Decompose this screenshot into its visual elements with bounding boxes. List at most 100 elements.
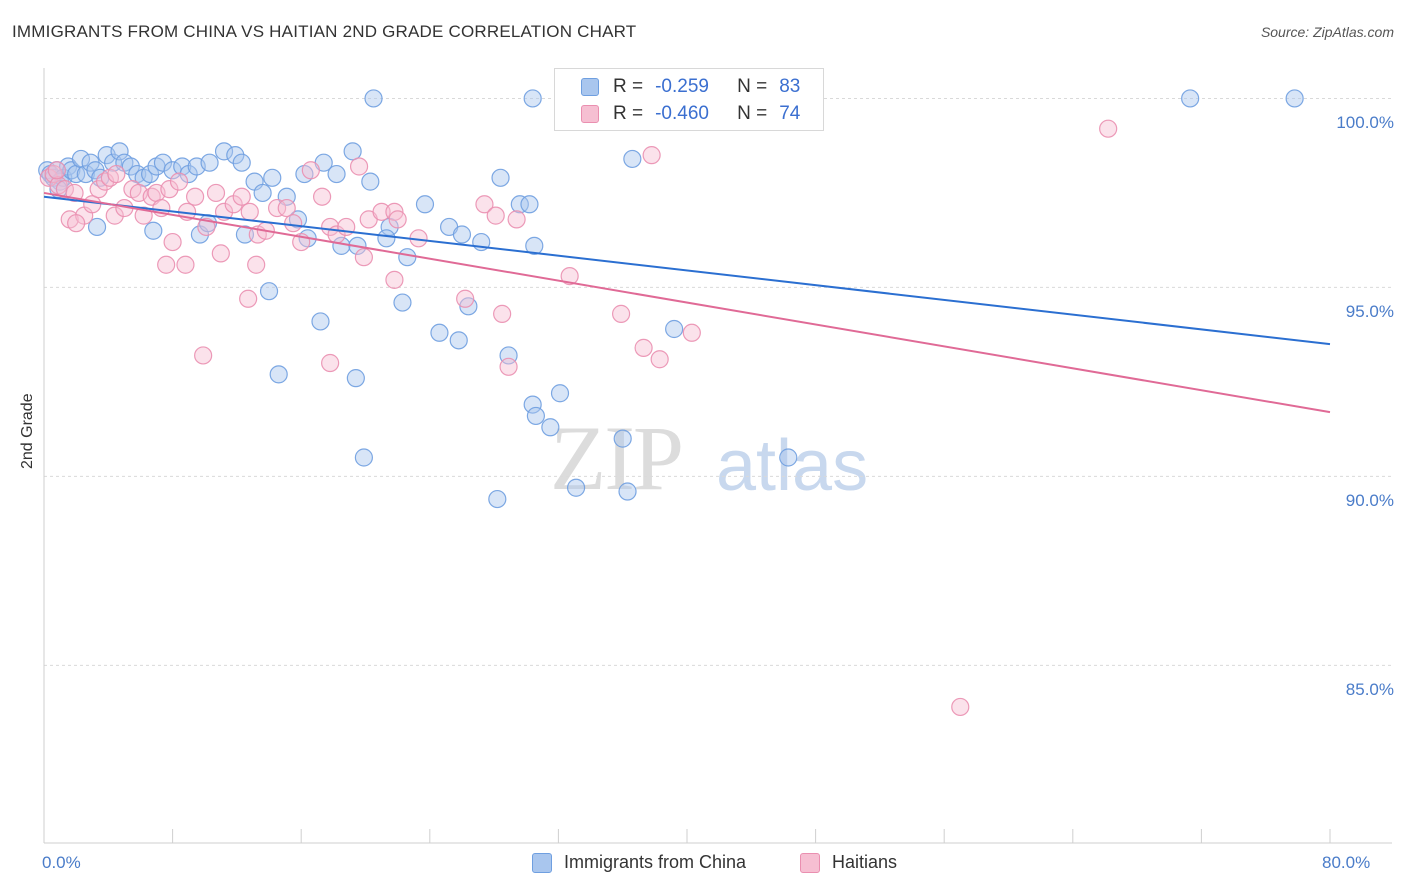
haiti-point [197, 217, 216, 237]
legend-item-haiti[interactable]: Haitians [800, 852, 897, 873]
haiti-point [105, 206, 124, 225]
china-point [449, 331, 468, 350]
china-point [259, 282, 279, 301]
china-point [253, 183, 272, 203]
china-point [235, 225, 255, 244]
china-point [452, 225, 472, 244]
haiti-point [354, 248, 373, 267]
haiti-point [507, 210, 526, 229]
haiti-point [160, 180, 179, 199]
haiti-point [321, 217, 340, 237]
haiti-point [206, 183, 226, 203]
haiti-point [163, 232, 182, 252]
haiti-point [240, 202, 259, 221]
china-point [393, 293, 412, 312]
china-point [398, 248, 417, 267]
china-point [618, 482, 637, 501]
china-point [144, 221, 163, 240]
haiti-trend-line [43, 191, 1331, 414]
china-point [665, 319, 684, 339]
china-point [1181, 89, 1200, 108]
haiti-point [486, 206, 505, 225]
china-point [311, 312, 330, 331]
legend: Immigrants from China Haitians [0, 852, 1406, 876]
haiti-point [372, 202, 391, 221]
china-point [510, 195, 529, 214]
china-point [327, 164, 346, 184]
n-label: N = [737, 103, 768, 124]
r-label: R = [613, 103, 644, 124]
haiti-point [499, 357, 518, 376]
haiti-point [194, 346, 213, 365]
china-point [343, 142, 362, 161]
legend-label-china: Immigrants from China [564, 852, 747, 872]
haiti-point [107, 164, 126, 184]
stats-row-china: R = -0.259 N = 83 [555, 74, 800, 100]
n-label: N = [737, 76, 768, 97]
china-point [566, 478, 586, 497]
china-point [523, 395, 542, 414]
haiti-point [277, 198, 296, 218]
china-point [354, 448, 373, 467]
china-point [140, 164, 160, 184]
china-swatch [581, 78, 599, 96]
legend-label-haiti: Haitians [832, 852, 898, 872]
haiti-point [634, 338, 653, 357]
n-value: 74 [779, 103, 801, 124]
watermark-atlas: atlas [716, 426, 869, 506]
china-point [525, 236, 544, 255]
haiti-point [650, 350, 669, 369]
haiti-point [176, 255, 195, 274]
china-point [346, 369, 365, 388]
china-point [613, 429, 632, 448]
haiti-point [284, 214, 303, 233]
haiti-point [47, 161, 66, 180]
y-tick-label: 95.0% [1345, 302, 1394, 322]
china-point [520, 195, 539, 214]
china-point [364, 89, 383, 108]
r-label: R = [613, 76, 644, 97]
haiti-point [682, 323, 701, 342]
y-tick-label: 100.0% [1336, 113, 1394, 133]
china-point [1285, 89, 1304, 108]
china-trend-line [43, 195, 1331, 346]
haiti-point [611, 304, 631, 323]
haiti-point [388, 210, 407, 229]
china-point [232, 153, 251, 172]
trend-lines [43, 191, 1331, 414]
haiti-point [83, 195, 102, 214]
haiti-point [157, 255, 176, 274]
x-tick-label-min: 0.0% [42, 853, 81, 872]
china-point [550, 384, 570, 403]
china-point [623, 149, 642, 169]
legend-item-china[interactable]: Immigrants from China [532, 852, 746, 873]
haiti-legend-swatch [800, 852, 820, 873]
stats-box: R = -0.259 N = 83 R = -0.460 N = 74 [554, 68, 824, 131]
haiti-point [1099, 119, 1118, 138]
haiti-point [232, 187, 251, 206]
x-tick-label-max: 80.0% [1322, 853, 1371, 872]
china-points-group [38, 89, 1304, 509]
watermark-zip: ZIP [550, 407, 684, 509]
r-value: -0.259 [655, 76, 709, 97]
haiti-points-group [39, 89, 1118, 717]
haiti-point [385, 270, 404, 289]
china-point [541, 418, 560, 437]
haiti-point [211, 244, 230, 263]
china-point [153, 153, 173, 172]
china-point [415, 195, 435, 214]
china-point [226, 146, 245, 165]
china-point [110, 142, 129, 161]
china-point [430, 323, 449, 342]
haiti-point [186, 187, 205, 206]
china-point [269, 365, 288, 384]
haiti-point [321, 353, 340, 373]
china-point [173, 157, 192, 176]
haiti-point [642, 146, 661, 165]
stats-row-haiti: R = -0.460 N = 74 [555, 101, 800, 127]
china-point [488, 489, 507, 509]
china-point [377, 229, 396, 248]
china-point [76, 164, 95, 184]
china-point [361, 172, 380, 191]
